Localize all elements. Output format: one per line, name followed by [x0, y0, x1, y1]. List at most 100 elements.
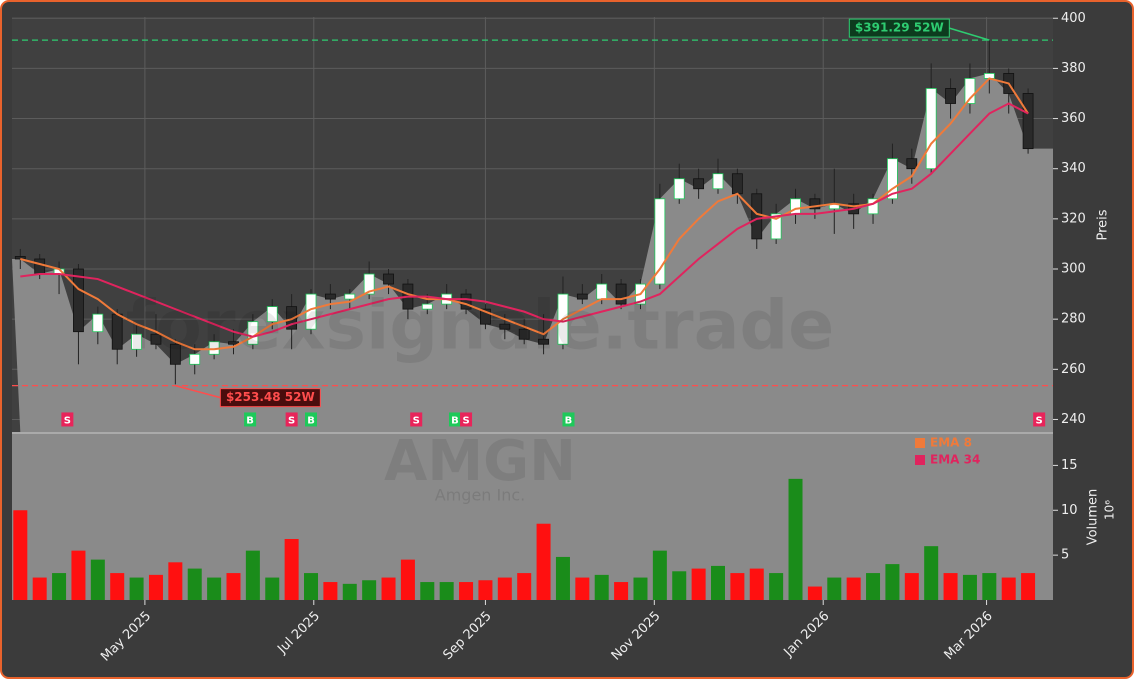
volume-bar [749, 568, 764, 600]
volume-bar [575, 577, 590, 600]
y-tick-label: 400 [1061, 11, 1086, 26]
volume-bar [362, 580, 377, 600]
candle-body [73, 268, 84, 333]
volume-bar [284, 538, 299, 600]
signal-marker [61, 412, 74, 427]
signal-marker [1033, 412, 1046, 427]
legend-swatch [915, 455, 925, 465]
volume-bar [517, 573, 532, 600]
candle-body [693, 178, 705, 190]
annotation-arrow [175, 384, 221, 399]
candle-body [169, 343, 181, 365]
volume-bar [13, 510, 28, 600]
candle-body [286, 306, 298, 330]
candle-body [518, 328, 530, 340]
ema-line [20, 77, 1029, 351]
volume-bar [846, 577, 861, 600]
candle-body [363, 273, 375, 295]
volume-bar [730, 573, 745, 600]
volume-bar [943, 573, 958, 600]
volume-bar [323, 582, 338, 600]
volume-bar [962, 574, 977, 600]
candle-body [964, 78, 976, 104]
legend-label: EMA 34 [930, 453, 980, 467]
volume-bar [245, 550, 260, 600]
volume-bar [769, 573, 784, 600]
y-tick-label: 320 [1061, 211, 1086, 226]
y-tick-label: 360 [1061, 111, 1086, 126]
volume-bar [652, 550, 667, 600]
candle-body [189, 353, 201, 365]
volume-bar [691, 568, 706, 600]
volume-bar [555, 556, 570, 600]
ema-line [20, 102, 1029, 338]
volume-bar [381, 577, 396, 600]
volume-bar [904, 573, 919, 600]
volume-bar [536, 523, 551, 600]
candle-body [383, 273, 394, 285]
volume-axis-label: Volumen [1086, 489, 1101, 546]
candle-body [131, 333, 142, 350]
annotation-arrow [949, 27, 990, 41]
company-watermark: Amgen Inc. [435, 486, 526, 505]
candle-body [266, 306, 278, 323]
signal-label: B [565, 415, 573, 426]
y-tick-label: 260 [1061, 362, 1086, 377]
signal-label: S [288, 415, 295, 426]
candle-body [111, 313, 123, 350]
volume-bar [420, 582, 435, 600]
volume-bar [148, 574, 163, 600]
candle-body [1022, 93, 1034, 150]
volume-bar [90, 559, 105, 600]
candle-body [867, 198, 879, 215]
candle-body [460, 293, 472, 310]
signal-label: B [307, 415, 315, 426]
volume-bar [788, 478, 803, 600]
candle-body [344, 293, 356, 300]
volume-bar [633, 577, 648, 600]
candle-body [654, 198, 666, 285]
volume-bar [885, 564, 900, 600]
volume-bar [827, 577, 842, 600]
signal-marker [410, 412, 423, 427]
volume-bar [187, 568, 202, 600]
signal-marker [244, 412, 257, 427]
y-tick-label: 340 [1061, 161, 1086, 176]
candle-body [712, 173, 724, 190]
candle-body [731, 173, 743, 195]
volume-bar [439, 582, 454, 600]
candle-body [576, 293, 588, 300]
legend-swatch [915, 438, 925, 448]
volume-bar [672, 571, 687, 600]
candle-body [538, 338, 549, 345]
signal-marker [460, 412, 473, 427]
volume-bar [168, 562, 183, 600]
candle-body [809, 198, 821, 210]
volume-bar [265, 577, 280, 600]
annotation-box [219, 388, 321, 408]
signal-marker [285, 412, 298, 427]
volume-bar [710, 565, 725, 600]
volume-bar [226, 573, 241, 600]
volume-panel [12, 434, 1053, 600]
volume-bar [459, 582, 474, 600]
candle-body [34, 258, 46, 275]
signal-marker [562, 412, 575, 427]
signal-marker [448, 412, 461, 427]
volume-tick-label: 5 [1061, 548, 1069, 563]
signal-label: S [1036, 415, 1043, 426]
volume-bar [866, 573, 881, 600]
candle-body [92, 313, 104, 333]
candle-body [421, 303, 433, 310]
signal-label: B [451, 415, 459, 426]
candle-body [925, 88, 937, 170]
candle-body [945, 88, 956, 104]
y-tick-label: 300 [1061, 262, 1086, 277]
volume-bar [71, 550, 86, 600]
volume-bar [478, 580, 493, 600]
volume-bar [1021, 573, 1036, 600]
volume-bar [207, 577, 222, 600]
y-tick-label: 240 [1061, 412, 1086, 427]
candle-body [906, 158, 918, 170]
